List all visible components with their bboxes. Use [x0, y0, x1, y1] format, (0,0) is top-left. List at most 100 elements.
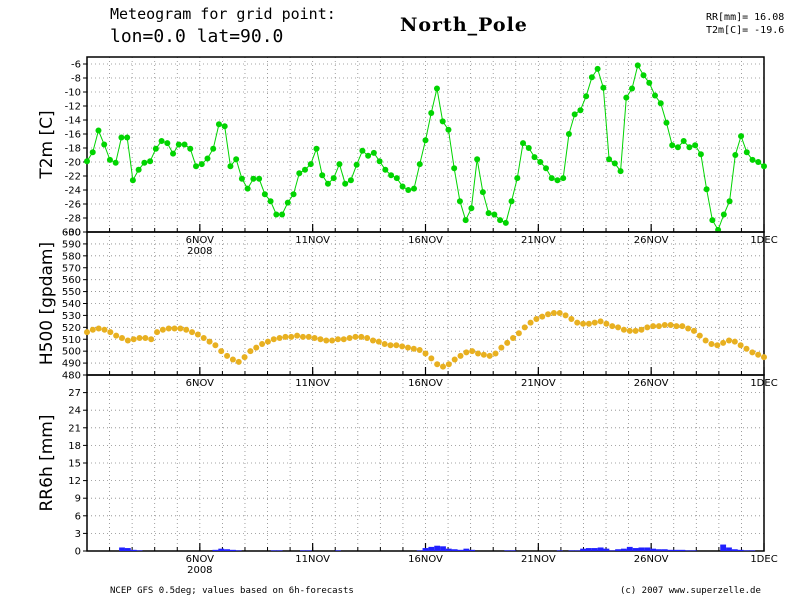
rain-bar	[603, 548, 610, 551]
y-tick-label: 560	[62, 275, 81, 286]
data-point	[708, 341, 715, 348]
data-point	[485, 210, 492, 217]
data-point	[416, 161, 423, 168]
y-tick-label: 9	[75, 494, 81, 505]
data-point	[737, 342, 744, 349]
data-point	[215, 121, 222, 128]
data-point	[761, 354, 767, 361]
data-point	[302, 166, 309, 173]
data-point	[347, 177, 354, 184]
y-tick-label: 0	[75, 547, 81, 558]
data-point	[428, 110, 435, 116]
data-point	[577, 107, 584, 114]
data-point	[632, 327, 639, 334]
data-point	[227, 163, 234, 170]
data-point	[381, 341, 388, 348]
data-point	[136, 335, 143, 342]
y-tick-label: -22	[65, 172, 81, 183]
data-point	[525, 145, 532, 151]
x-tick-sublabel: 2008	[187, 565, 212, 576]
data-point	[696, 332, 703, 339]
y-tick-label: 18	[68, 441, 81, 452]
data-point	[218, 348, 225, 355]
y-tick-label: -18	[65, 144, 81, 155]
rain-bar	[574, 550, 581, 551]
y-tick-label: 21	[68, 423, 81, 434]
data-point	[212, 342, 219, 349]
data-point	[336, 161, 343, 168]
data-point	[514, 175, 521, 182]
data-point	[317, 336, 324, 343]
data-point	[585, 320, 592, 327]
data-point	[241, 354, 248, 361]
data-point	[159, 326, 166, 333]
data-point	[106, 156, 113, 163]
data-point	[135, 166, 142, 173]
data-point	[743, 149, 750, 156]
data-point	[95, 127, 102, 134]
data-point	[615, 324, 622, 331]
data-point	[620, 326, 627, 333]
y-tick-label: 490	[62, 359, 81, 370]
data-point	[603, 320, 610, 327]
y-tick-label: -10	[65, 88, 81, 99]
data-point	[749, 156, 756, 163]
data-point	[405, 187, 412, 193]
x-tick-label: 26NOV	[634, 554, 669, 565]
data-point	[479, 189, 486, 196]
data-point	[422, 350, 429, 357]
data-point	[451, 165, 458, 172]
data-point	[181, 141, 188, 148]
rain-bar	[270, 550, 277, 551]
data-point	[510, 335, 517, 342]
y-tick-label: 530	[62, 311, 81, 322]
data-point	[235, 358, 242, 365]
data-point	[667, 321, 674, 328]
data-point	[520, 140, 527, 147]
data-point	[690, 327, 697, 334]
data-point	[545, 311, 552, 318]
data-point	[556, 310, 563, 317]
rain-bar	[609, 550, 616, 551]
rain-bar	[556, 550, 563, 551]
y-tick-label: -8	[71, 74, 81, 85]
data-point	[247, 348, 254, 355]
data-point	[290, 191, 297, 198]
rain-bar	[124, 548, 131, 551]
data-point	[346, 335, 353, 342]
data-point	[609, 323, 616, 330]
data-point	[358, 333, 365, 340]
data-point	[571, 111, 578, 118]
data-point	[626, 327, 633, 334]
rain-bar	[621, 548, 627, 551]
rain-bar	[434, 545, 441, 551]
data-point	[651, 92, 658, 99]
rain-bar	[218, 548, 225, 551]
location-name: North_Pole	[400, 14, 528, 36]
data-point	[129, 177, 136, 184]
data-point	[177, 325, 184, 332]
data-point	[655, 323, 662, 330]
data-point	[565, 131, 572, 137]
data-point	[183, 326, 190, 333]
data-point	[457, 352, 464, 359]
data-point	[305, 333, 312, 340]
data-point	[502, 219, 509, 226]
data-point	[527, 319, 534, 326]
rain-bar	[224, 549, 230, 551]
data-point	[148, 336, 155, 343]
data-point	[107, 329, 114, 336]
data-point	[84, 158, 90, 165]
rain-bar	[691, 550, 697, 551]
rain-bar	[451, 549, 458, 551]
y-tick-label: 500	[62, 347, 81, 358]
data-point	[539, 313, 546, 320]
y-tick-label: 570	[62, 263, 81, 274]
data-point	[165, 325, 172, 332]
rain-bar	[626, 546, 633, 551]
rain-bar	[597, 547, 604, 551]
data-point	[680, 138, 687, 144]
rain-bar	[679, 549, 686, 551]
data-point	[411, 185, 418, 192]
rain-bar	[416, 550, 423, 551]
